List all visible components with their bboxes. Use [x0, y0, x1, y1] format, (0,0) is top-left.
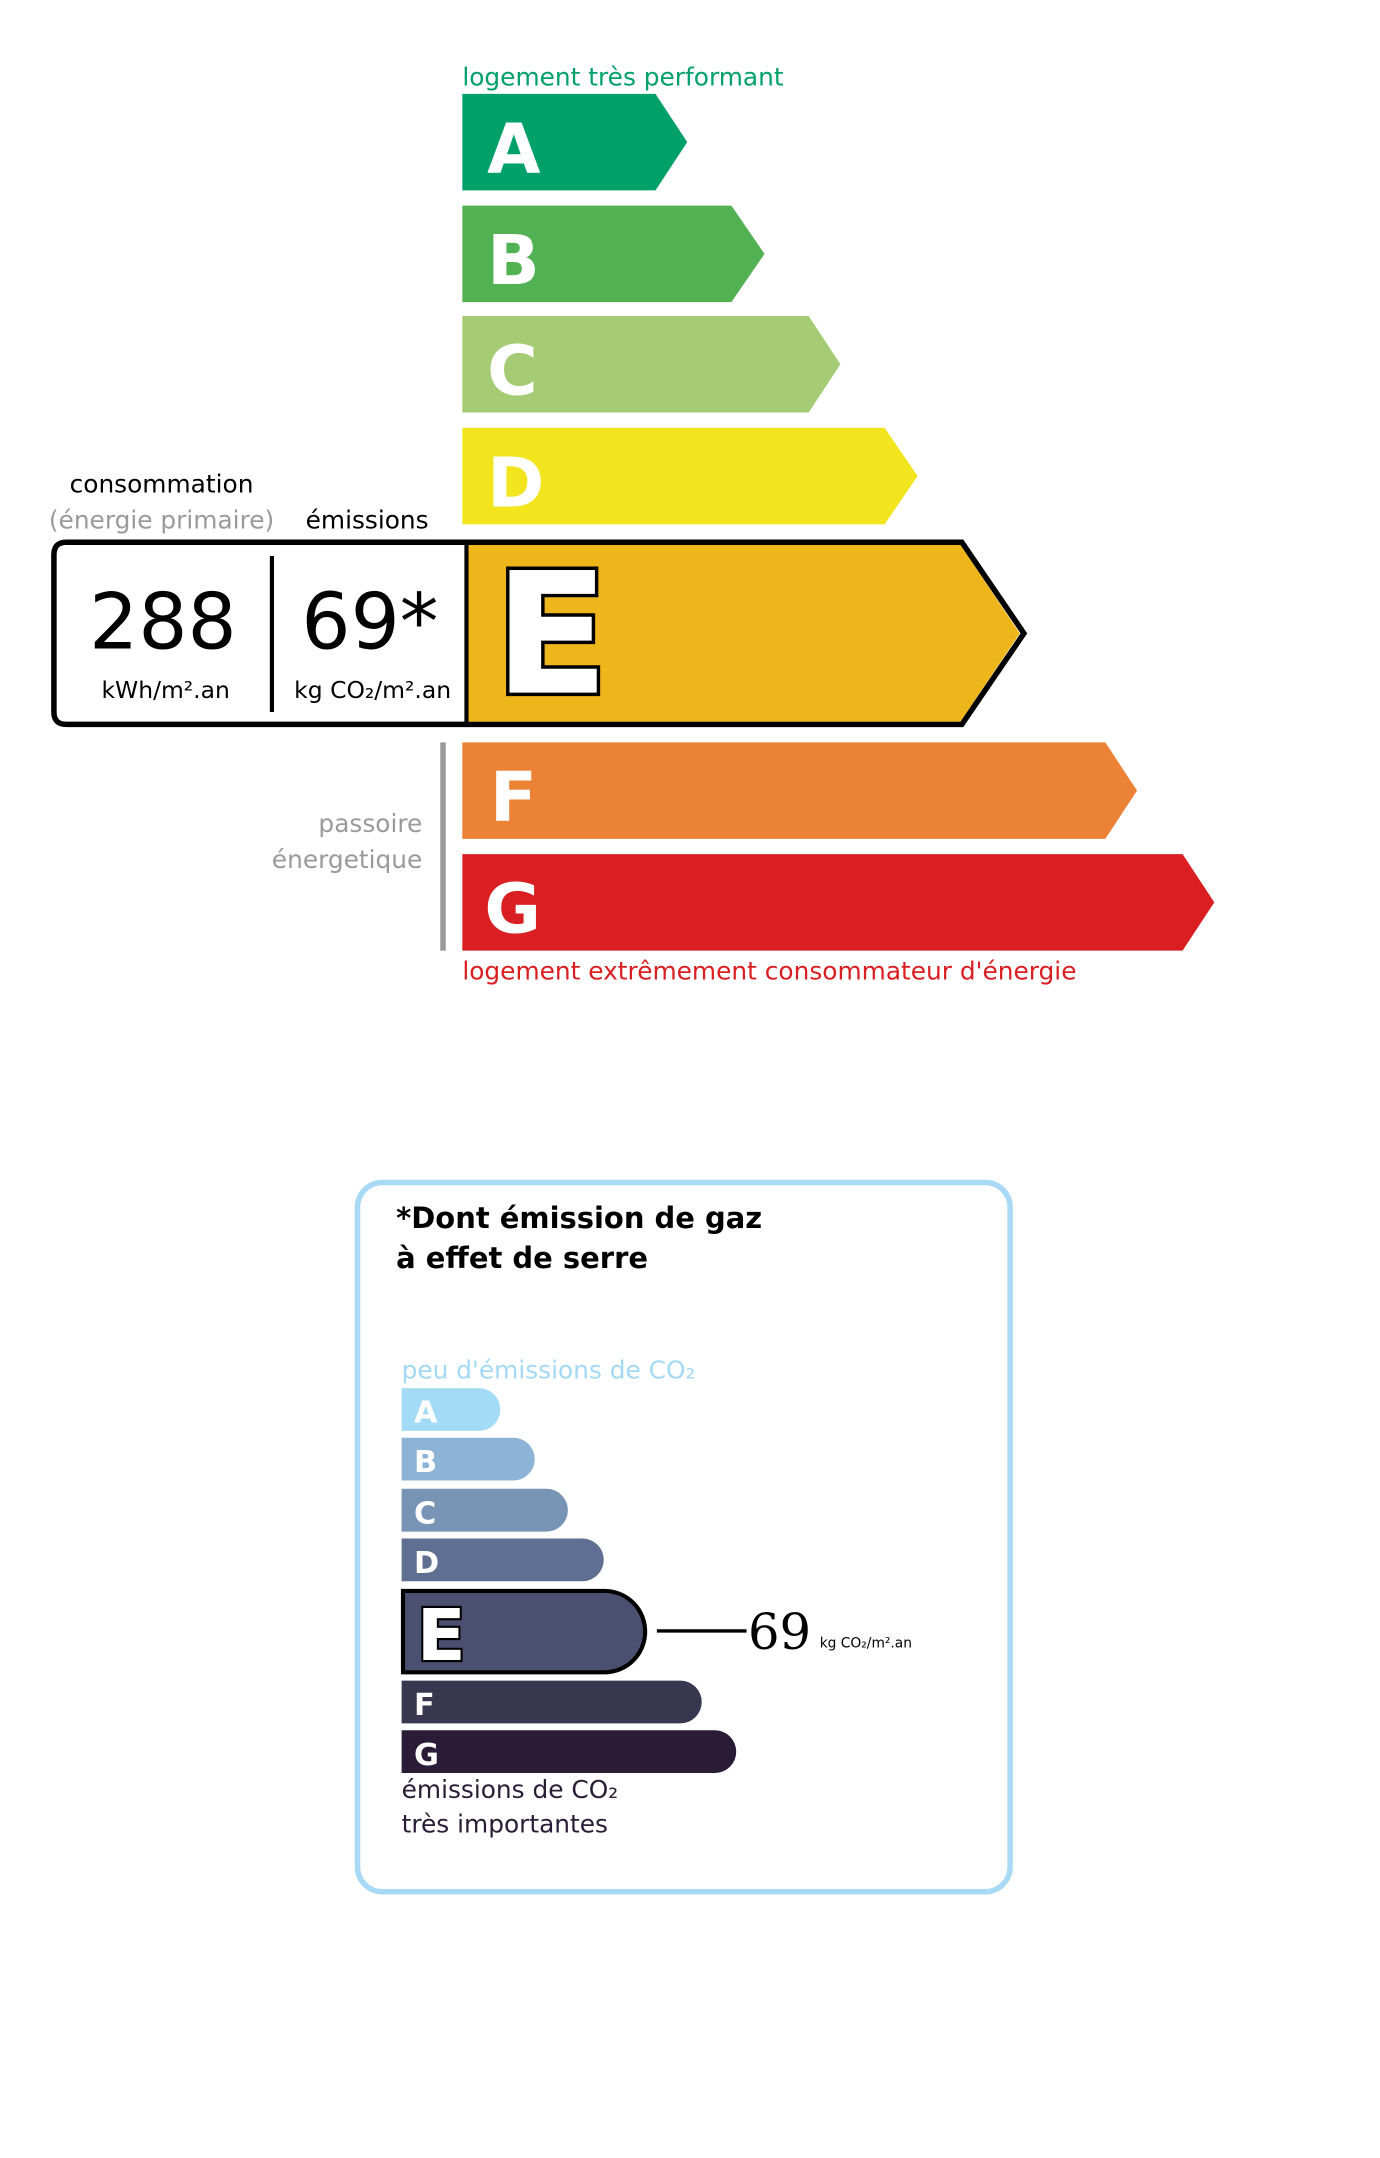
top-caption: logement très performant — [462, 63, 784, 92]
ghg-bottom-caption-2: très importantes — [402, 1809, 608, 1838]
ghg-letter-e: E — [417, 1593, 466, 1677]
passoire-label-1: passoire — [318, 809, 422, 838]
consumption-subheading: (énergie primaire) — [49, 505, 274, 534]
class-bar-g — [462, 854, 1215, 951]
ghg-title-2: à effet de serre — [396, 1241, 648, 1275]
ghg-letter-g: G — [414, 1738, 439, 1773]
class-bar-f — [462, 742, 1138, 839]
ghg-bottom-caption-1: émissions de CO₂ — [402, 1775, 619, 1804]
passoire-bracket — [440, 742, 446, 951]
ghg-letter-f: F — [414, 1688, 435, 1723]
class-letter-e: E — [494, 537, 609, 733]
ghg-letter-d: D — [414, 1546, 439, 1581]
consumption-value: 288 — [89, 578, 236, 668]
ghg-value: 69 — [748, 1603, 811, 1661]
class-letter-c: C — [487, 332, 538, 412]
class-bar-c — [462, 315, 841, 413]
ghg-bar-f — [401, 1680, 702, 1724]
passoire-label-2: énergetique — [272, 845, 423, 874]
emissions-value: 69* — [301, 578, 438, 668]
class-letter-b: B — [487, 221, 540, 301]
emissions-unit: kg CO₂/m².an — [294, 676, 451, 704]
class-letter-a: A — [487, 109, 541, 189]
ghg-bar-c — [401, 1488, 568, 1532]
class-bar-b — [462, 205, 765, 303]
ghg-label: *Dont émission de gaz à effet de serre p… — [354, 1179, 1013, 1895]
class-letter-f: F — [490, 758, 537, 838]
emissions-heading: émissions — [306, 505, 429, 534]
consumption-unit: kWh/m².an — [101, 676, 229, 704]
ghg-bar-g — [401, 1730, 737, 1774]
class-letter-d: D — [487, 443, 544, 523]
class-bar-d — [462, 427, 918, 525]
class-bar-a — [462, 93, 688, 191]
consumption-heading: consommation — [70, 470, 254, 499]
energy-label: logement très performant A B C D E 288 k… — [49, 63, 1215, 986]
class-letter-g: G — [484, 870, 541, 950]
ghg-bar-e — [400, 1588, 648, 1675]
ghg-letter-a: A — [414, 1396, 438, 1431]
ghg-letter-b: B — [414, 1445, 437, 1480]
ghg-bar-a — [401, 1388, 501, 1431]
bottom-caption: logement extrêmement consommateur d'éner… — [462, 957, 1076, 986]
ghg-letter-c: C — [414, 1496, 436, 1531]
ghg-top-caption: peu d'émissions de CO₂ — [402, 1355, 696, 1384]
ghg-unit: kg CO₂/m².an — [820, 1635, 912, 1651]
class-bar-e — [466, 545, 1020, 722]
ghg-bar-d — [401, 1538, 604, 1582]
ghg-title-1: *Dont émission de gaz — [396, 1201, 762, 1235]
ghg-bar-b — [401, 1437, 535, 1481]
